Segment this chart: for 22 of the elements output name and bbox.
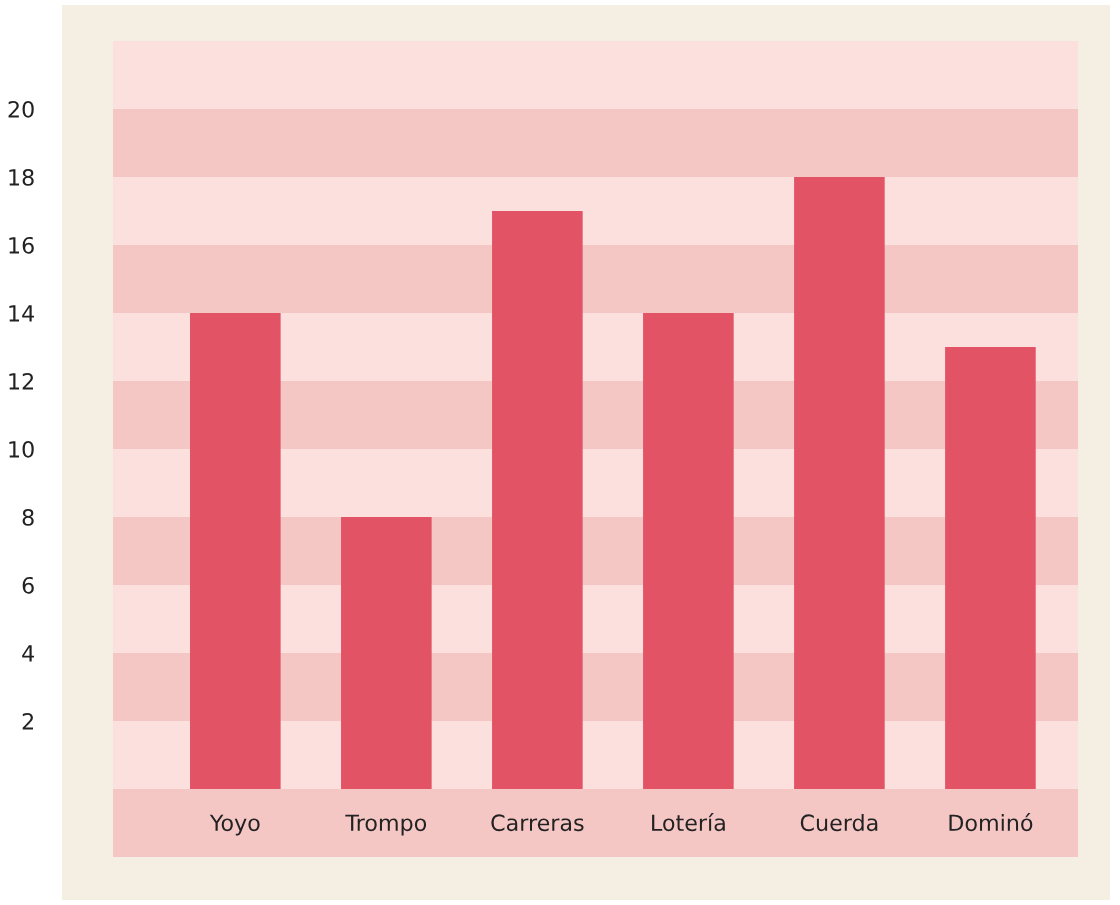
y-tick-label: 16 bbox=[9, 236, 34, 254]
y-tick-label: 4 bbox=[22, 645, 34, 662]
x-tick-label: Lotería bbox=[652, 813, 725, 832]
bar bbox=[190, 313, 281, 789]
x-tick-label: Carreras bbox=[491, 814, 584, 832]
y-tick-label: 10 bbox=[9, 440, 34, 458]
y-tick-label: 14 bbox=[9, 305, 34, 322]
x-tick-label: Dominó bbox=[949, 813, 1033, 832]
x-tick-label: Trompo bbox=[345, 814, 427, 836]
y-tick-label: 18 bbox=[9, 168, 34, 186]
y-tick-label: 20 bbox=[8, 100, 34, 118]
x-tick-label: Yoyo bbox=[209, 814, 260, 836]
x-tick-label: Cuerda bbox=[800, 813, 878, 832]
bar bbox=[341, 517, 432, 789]
y-tick-label: 6 bbox=[22, 576, 34, 594]
bar bbox=[643, 313, 734, 789]
bar bbox=[794, 177, 885, 789]
y-tick-label: 8 bbox=[22, 508, 34, 526]
bar bbox=[945, 347, 1036, 789]
y-tick-label: 2 bbox=[22, 712, 33, 730]
y-tick-label: 12 bbox=[9, 372, 33, 390]
bar bbox=[492, 211, 583, 789]
